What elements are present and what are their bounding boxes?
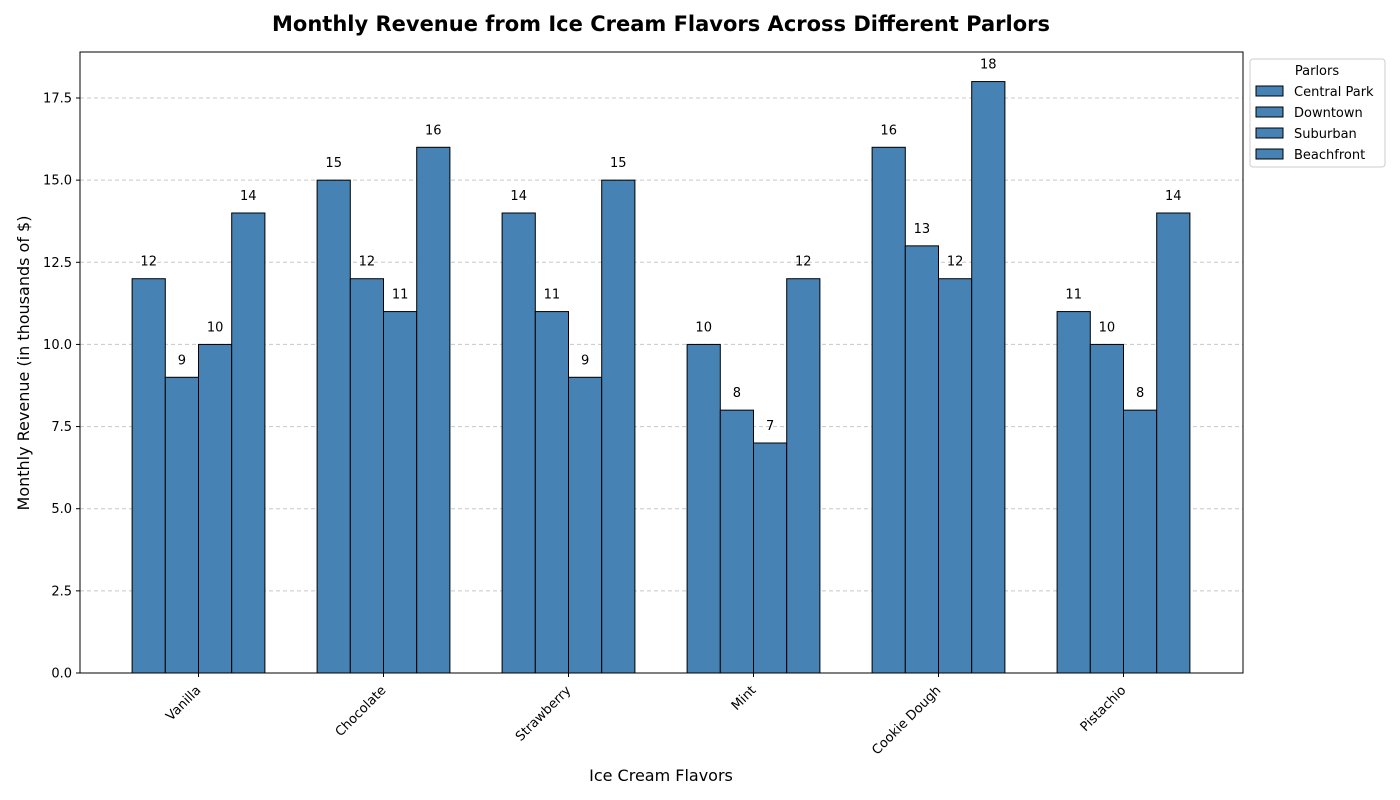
bar bbox=[786, 278, 821, 674]
data-label: 18 bbox=[980, 58, 997, 73]
bar bbox=[383, 311, 418, 674]
bar bbox=[1056, 311, 1091, 674]
bar bbox=[1089, 343, 1125, 674]
legend-item-label: Beachfront bbox=[1294, 148, 1365, 163]
y-tick-label: 7.5 bbox=[51, 420, 72, 435]
plot-frame bbox=[79, 51, 1244, 674]
y-axis: 0.0 2.5 5.0 7.5 10.0 12.5 15.0 17.5 bbox=[43, 92, 80, 682]
bar bbox=[971, 81, 1006, 674]
data-label: 10 bbox=[207, 320, 224, 335]
x-axis-label: Ice Cream Flavors bbox=[589, 766, 733, 785]
bar bbox=[938, 278, 973, 674]
data-label: 12 bbox=[795, 255, 812, 270]
bar bbox=[231, 212, 266, 674]
data-label: 13 bbox=[914, 222, 931, 237]
legend: Parlors Central Park Downtown Suburban Beach… bbox=[1249, 58, 1386, 168]
bars-layer bbox=[131, 81, 1191, 674]
bar bbox=[416, 146, 451, 674]
data-label: 15 bbox=[325, 156, 342, 171]
data-label: 11 bbox=[392, 288, 409, 303]
bar bbox=[316, 179, 351, 674]
data-label: 12 bbox=[140, 255, 157, 270]
data-label: 11 bbox=[1065, 288, 1082, 303]
data-label: 12 bbox=[947, 255, 964, 270]
legend-swatch bbox=[1255, 148, 1284, 160]
y-tick-label: 12.5 bbox=[43, 256, 72, 271]
data-label: 8 bbox=[733, 386, 741, 401]
y-tick-label: 17.5 bbox=[43, 92, 72, 107]
chart-title: Monthly Revenue from Ice Cream Flavors A… bbox=[272, 12, 1050, 36]
data-label: 10 bbox=[695, 320, 712, 335]
legend-swatch bbox=[1255, 127, 1284, 139]
y-tick-label: 10.0 bbox=[43, 338, 72, 353]
data-label: 7 bbox=[766, 419, 774, 434]
x-tick-label: Mint bbox=[729, 683, 760, 714]
bar bbox=[1156, 212, 1191, 674]
x-tick-label: Pistachio bbox=[1078, 683, 1130, 735]
data-label: 14 bbox=[240, 189, 257, 204]
legend-swatch bbox=[1255, 85, 1284, 97]
data-label: 15 bbox=[610, 156, 627, 171]
data-label: 9 bbox=[581, 353, 589, 368]
bar bbox=[871, 146, 906, 674]
x-tick-label: Strawberry bbox=[513, 683, 575, 745]
bar bbox=[501, 212, 536, 674]
x-tick-label: Vanilla bbox=[163, 683, 204, 724]
y-tick-label: 5.0 bbox=[51, 502, 72, 517]
bar bbox=[601, 179, 636, 674]
data-label: 16 bbox=[880, 123, 897, 138]
bar bbox=[164, 376, 200, 674]
y-tick-label: 15.0 bbox=[43, 174, 72, 189]
legend-swatch bbox=[1255, 106, 1284, 118]
bar bbox=[131, 278, 166, 674]
bar bbox=[1123, 409, 1158, 674]
y-axis-label: Monthly Revenue (in thousands of $) bbox=[14, 216, 33, 511]
data-label: 11 bbox=[544, 288, 561, 303]
legend-item-label: Suburban bbox=[1294, 127, 1357, 142]
grid-layer bbox=[80, 97, 1243, 592]
bar bbox=[349, 278, 384, 674]
legend-item-label: Downtown bbox=[1294, 106, 1363, 121]
x-tick-label: Cookie Dough bbox=[869, 683, 944, 758]
data-label: 14 bbox=[510, 189, 527, 204]
data-label: 14 bbox=[1165, 189, 1182, 204]
data-label: 12 bbox=[359, 255, 376, 270]
bar bbox=[686, 343, 721, 674]
legend-title: Parlors bbox=[1295, 64, 1339, 79]
data-label: 10 bbox=[1099, 320, 1116, 335]
bar bbox=[904, 245, 939, 674]
bar bbox=[568, 376, 603, 674]
y-tick-label: 0.0 bbox=[51, 667, 72, 682]
data-label: 8 bbox=[1136, 386, 1144, 401]
x-axis: Vanilla Chocolate Strawberry Mint Cookie Dou… bbox=[163, 673, 1129, 758]
data-label: 16 bbox=[425, 123, 442, 138]
bar bbox=[719, 409, 754, 674]
bar bbox=[534, 311, 569, 674]
data-label: 9 bbox=[178, 353, 186, 368]
bar bbox=[198, 343, 233, 674]
x-tick-label: Chocolate bbox=[333, 683, 390, 740]
bar bbox=[753, 442, 788, 674]
y-tick-label: 2.5 bbox=[51, 584, 72, 599]
legend-item-label: Central Park bbox=[1294, 85, 1374, 100]
data-labels-layer: 12 9 10 14 15 12 11 16 14 11 9 15 10 8 7 12 16 13 12 18 11 10… bbox=[140, 58, 1181, 434]
legend-frame bbox=[1249, 58, 1386, 168]
